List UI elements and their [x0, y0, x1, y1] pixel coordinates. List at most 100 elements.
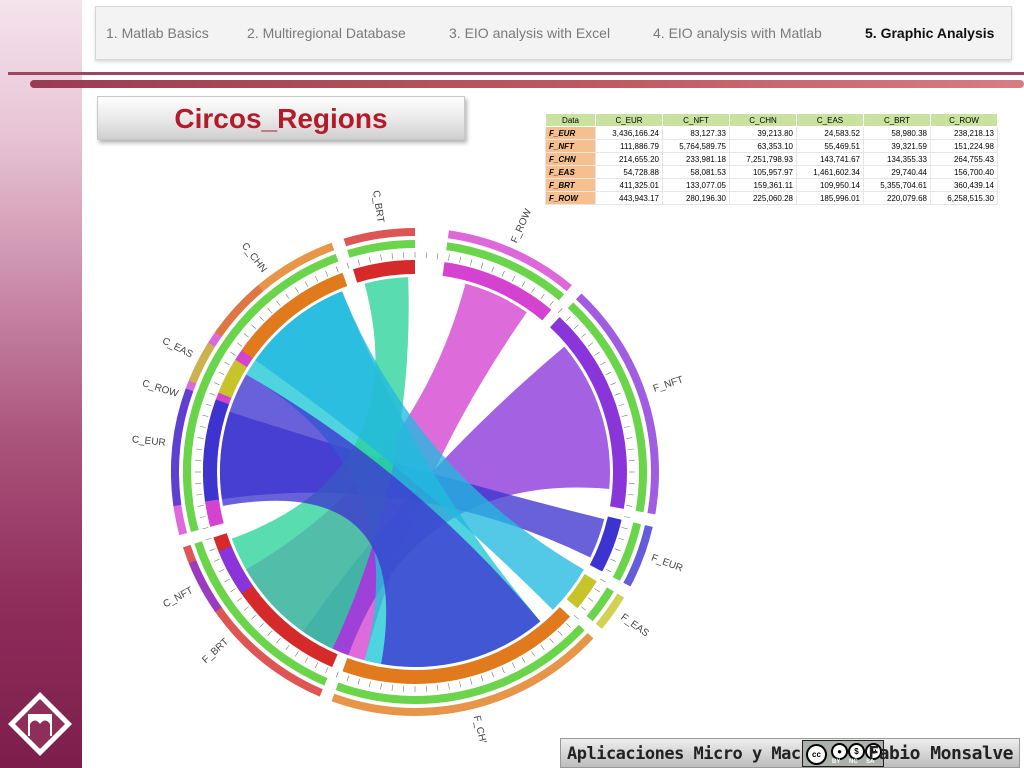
tick-mark: [209, 392, 216, 396]
table-cell: 185,996.01: [796, 191, 864, 205]
table-cell: 39,321.59: [863, 139, 931, 153]
data-table: Data C_EUR C_NFT C_CHN C_EAS C_BRT C_ROW…: [545, 113, 998, 205]
col-header: C_EAS: [796, 113, 864, 127]
tick-mark: [391, 684, 393, 691]
table-row: F_EUR 3,436,166.24 83,127.33 39,213.80 2…: [545, 126, 998, 140]
tick-mark: [259, 623, 264, 628]
segment-label: C_ROW: [141, 378, 180, 400]
table-cell: 1,461,602.34: [796, 165, 864, 179]
segment-outer-ring: [446, 242, 565, 301]
segment-arc: [218, 546, 253, 594]
tick-mark: [346, 262, 350, 269]
tick-mark: [511, 662, 516, 669]
table-row: F_CHN 214,655.20 233,981.18 7,251,798.93…: [545, 152, 998, 166]
tick-mark: [448, 254, 450, 261]
tick-mark: [285, 293, 290, 300]
cc-license-icon: cc ● $ ↻ BY NC SA: [802, 740, 884, 767]
tick-mark: [325, 667, 329, 674]
segment-label: C_NFT: [161, 585, 195, 610]
tick-mark: [459, 681, 462, 688]
segment-arc: [342, 607, 571, 684]
tab-eio-excel[interactable]: 3. EIO analysis with Excel: [449, 25, 611, 41]
segment-outer-band: [188, 342, 215, 384]
tick-mark: [357, 259, 360, 266]
table-cell: 109,950.14: [796, 178, 864, 192]
tick-mark: [501, 270, 505, 277]
table-cell: 360,439.14: [930, 178, 998, 192]
page-title: Circos_Regions: [174, 103, 388, 134]
segment-outer-band: [343, 228, 415, 247]
segment-outer-band: [171, 285, 264, 536]
tab-graphic-analysis[interactable]: 5. Graphic Analysis: [865, 25, 995, 41]
title-box: Circos_Regions: [97, 96, 465, 140]
tick-mark: [624, 516, 631, 519]
tick-mark: [594, 351, 600, 356]
tick-mark: [549, 300, 554, 306]
segment-label: F_EUR: [650, 553, 685, 575]
by-label: BY: [832, 759, 841, 765]
tick-mark: [621, 414, 628, 417]
segment-outer-ring: [199, 555, 232, 606]
segment-label: C_CHN: [239, 241, 269, 275]
tick-mark: [549, 638, 554, 644]
tick-mark: [205, 403, 212, 407]
tick-mark: [202, 527, 209, 530]
tick-mark: [573, 614, 579, 620]
tick-mark: [335, 266, 339, 273]
tick-mark: [196, 494, 203, 496]
table-cell: 29,740.44: [863, 165, 931, 179]
tick-mark: [276, 638, 281, 644]
tick-mark: [610, 558, 617, 562]
segment-outer-band: [595, 593, 625, 629]
tick-mark: [480, 675, 484, 682]
tick-mark: [614, 392, 621, 396]
table-cell: 3,436,166.24: [595, 126, 663, 140]
segment-label: F_EAS: [619, 612, 651, 640]
sa-label: SA: [866, 759, 875, 765]
tick-mark: [566, 316, 571, 321]
segment-arc: [241, 272, 348, 359]
tick-mark: [391, 253, 393, 260]
course-name: Aplicaciones Micro y Macro: [567, 744, 821, 764]
tick-mark: [600, 361, 606, 366]
segment-outer-ring: [183, 294, 272, 533]
tab-multiregional-database[interactable]: 2. Multiregional Database: [247, 25, 406, 41]
tick-mark: [251, 324, 257, 330]
tick-mark: [600, 578, 606, 583]
table-cell: 225,060.28: [729, 191, 797, 205]
tick-mark: [557, 308, 563, 314]
segment-outer-band: [331, 632, 594, 716]
tick-mark: [251, 614, 257, 620]
tick-mark: [459, 256, 462, 263]
segment-arc: [566, 573, 597, 609]
segment-label: C_EUR: [131, 434, 166, 448]
segment-outer-ring: [224, 253, 339, 344]
tab-matlab-basics[interactable]: 1. Matlab Basics: [106, 25, 209, 41]
tab-eio-matlab[interactable]: 4. EIO analysis with Matlab: [653, 25, 822, 41]
tick-mark: [294, 651, 299, 657]
author-name: Fabio Monsalve: [868, 743, 1013, 764]
tick-mark: [470, 259, 473, 266]
segment-outer-band: [623, 525, 653, 587]
tick-mark: [335, 671, 339, 678]
tick-mark: [618, 403, 625, 407]
table-cell: 5,764,589.75: [662, 139, 730, 153]
segment-label: F_BRT: [200, 637, 231, 666]
tick-mark: [566, 623, 571, 628]
table-cell: 7,251,798.93: [729, 152, 797, 166]
segment-outer-band: [575, 293, 659, 515]
col-header: C_CHN: [729, 113, 797, 127]
tick-mark: [236, 342, 243, 347]
cc-icon: cc: [806, 744, 827, 765]
table-cell: 143,741.67: [796, 152, 864, 166]
tick-mark: [213, 382, 220, 386]
table-cell: 6,258,515.30: [930, 191, 998, 205]
segment-outer-band: [171, 388, 194, 506]
tick-mark: [196, 448, 203, 450]
tick-mark: [614, 548, 621, 552]
segment-outer-band: [188, 560, 222, 612]
table-row: F_NFT 111,886.79 5,764,589.75 63,353.10 …: [545, 139, 998, 153]
tick-mark: [626, 505, 633, 507]
table-cell: 83,127.33: [662, 126, 730, 140]
tick-mark: [531, 651, 536, 657]
